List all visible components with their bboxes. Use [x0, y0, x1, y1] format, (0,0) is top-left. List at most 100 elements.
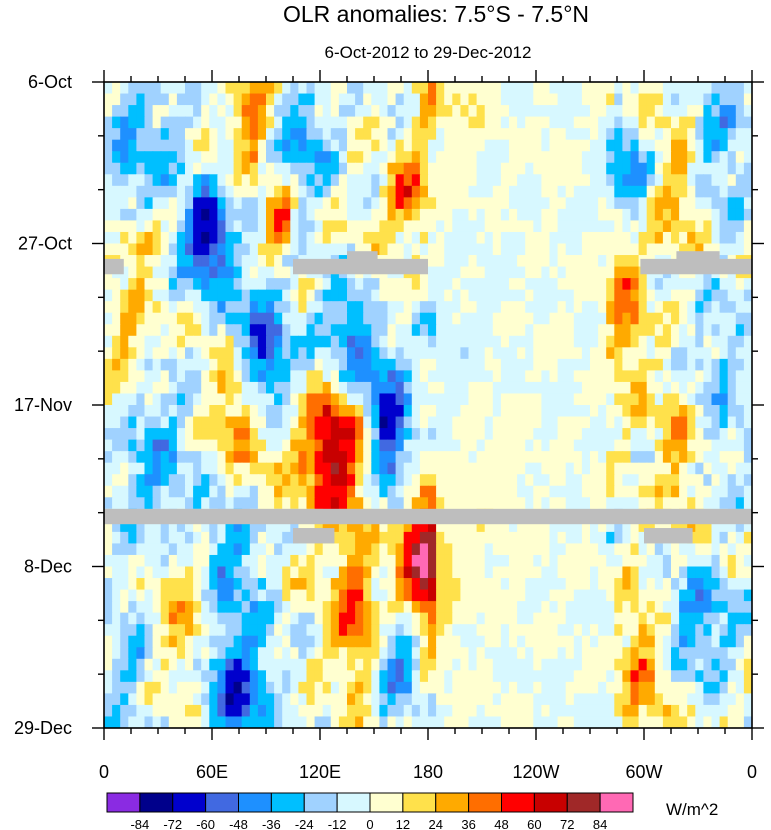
anomaly-cell — [460, 220, 470, 233]
anomaly-cell — [573, 105, 583, 118]
anomaly-cell — [695, 693, 704, 706]
anomaly-cell — [233, 428, 243, 441]
anomaly-cell — [735, 462, 745, 475]
anomaly-cell — [217, 681, 227, 694]
anomaly-cell — [581, 693, 591, 706]
anomaly-cell — [314, 520, 324, 533]
anomaly-cell — [152, 93, 162, 106]
anomaly-cell — [322, 474, 332, 487]
anomaly-cell — [160, 578, 170, 591]
anomaly-cell — [549, 197, 559, 210]
anomaly-cell — [419, 589, 429, 602]
anomaly-cell — [176, 128, 186, 141]
anomaly-cell — [387, 324, 397, 337]
anomaly-cell — [347, 716, 356, 728]
anomaly-cell — [201, 601, 210, 614]
anomaly-cell — [185, 347, 194, 360]
anomaly-cell — [112, 301, 121, 314]
anomaly-cell — [330, 405, 340, 418]
anomaly-cell — [371, 151, 380, 164]
anomaly-cell — [581, 474, 591, 487]
anomaly-cell — [395, 601, 405, 614]
anomaly-cell — [573, 474, 583, 487]
anomaly-cell — [581, 185, 591, 198]
anomaly-cell — [257, 324, 267, 337]
anomaly-cell — [338, 231, 348, 245]
anomaly-cell — [509, 231, 518, 245]
anomaly-cell — [306, 93, 316, 106]
anomaly-cell — [193, 335, 202, 348]
anomaly-cell — [614, 358, 623, 371]
anomaly-cell — [355, 612, 364, 625]
anomaly-cell — [727, 324, 737, 337]
anomaly-cell — [419, 566, 429, 579]
anomaly-cell — [743, 381, 752, 395]
anomaly-cell — [249, 335, 259, 348]
anomaly-cell — [590, 243, 599, 256]
anomaly-cell — [314, 116, 324, 129]
anomaly-cell — [525, 566, 534, 579]
anomaly-cell — [274, 301, 283, 314]
anomaly-cell — [735, 451, 745, 464]
anomaly-cell — [606, 289, 615, 302]
anomaly-cell — [525, 82, 534, 95]
anomaly-cell — [541, 278, 551, 291]
anomaly-cell — [233, 439, 243, 452]
anomaly-cell — [363, 393, 372, 406]
anomaly-cell — [638, 462, 648, 475]
anomaly-cell — [330, 451, 340, 464]
anomaly-cell — [581, 601, 591, 614]
anomaly-cell — [444, 128, 453, 141]
anomaly-cell — [168, 520, 178, 533]
chart-subtitle: 6-Oct-2012 to 29-Dec-2012 — [325, 43, 532, 62]
anomaly-cell — [606, 162, 615, 175]
anomaly-cell — [517, 601, 526, 614]
anomaly-cell — [598, 347, 607, 360]
anomaly-cell — [387, 531, 397, 545]
anomaly-cell — [419, 174, 429, 187]
anomaly-cell — [679, 381, 688, 395]
anomaly-cell — [743, 116, 752, 129]
anomaly-cell — [646, 220, 656, 233]
anomaly-cell — [703, 393, 713, 406]
anomaly-cell — [266, 381, 275, 395]
anomaly-cell — [233, 266, 243, 279]
anomaly-cell — [371, 647, 380, 660]
anomaly-cell — [662, 347, 672, 360]
anomaly-cell — [557, 485, 567, 498]
anomaly-cell — [525, 278, 534, 291]
anomaly-cell — [557, 716, 567, 728]
anomaly-cell — [581, 162, 591, 175]
anomaly-cell — [484, 174, 494, 187]
anomaly-cell — [606, 612, 615, 625]
anomaly-cell — [598, 578, 607, 591]
anomaly-cell — [436, 716, 445, 728]
anomaly-cell — [104, 716, 113, 728]
anomaly-cell — [363, 381, 372, 395]
anomaly-cell — [322, 185, 332, 198]
anomaly-cell — [298, 128, 308, 141]
anomaly-cell — [743, 439, 752, 452]
anomaly-cell — [557, 231, 567, 245]
anomaly-cell — [120, 681, 129, 694]
anomaly-cell — [492, 82, 502, 95]
anomaly-cell — [330, 624, 340, 637]
anomaly-cell — [282, 405, 291, 418]
anomaly-cell — [282, 231, 291, 245]
anomaly-cell — [727, 381, 737, 395]
anomaly-cell — [590, 658, 599, 671]
anomaly-cell — [687, 693, 696, 706]
anomaly-cell — [282, 704, 291, 718]
anomaly-cell — [630, 231, 640, 245]
anomaly-cell — [476, 128, 486, 141]
anomaly-cell — [387, 116, 397, 129]
anomaly-cell — [225, 416, 235, 429]
anomaly-cell — [217, 208, 227, 222]
anomaly-cell — [233, 647, 243, 660]
anomaly-cell — [468, 416, 478, 429]
anomaly-cell — [144, 635, 154, 648]
anomaly-cell — [484, 139, 494, 152]
anomaly-cell — [128, 278, 137, 291]
anomaly-cell — [468, 278, 478, 291]
anomaly-cell — [492, 174, 502, 187]
